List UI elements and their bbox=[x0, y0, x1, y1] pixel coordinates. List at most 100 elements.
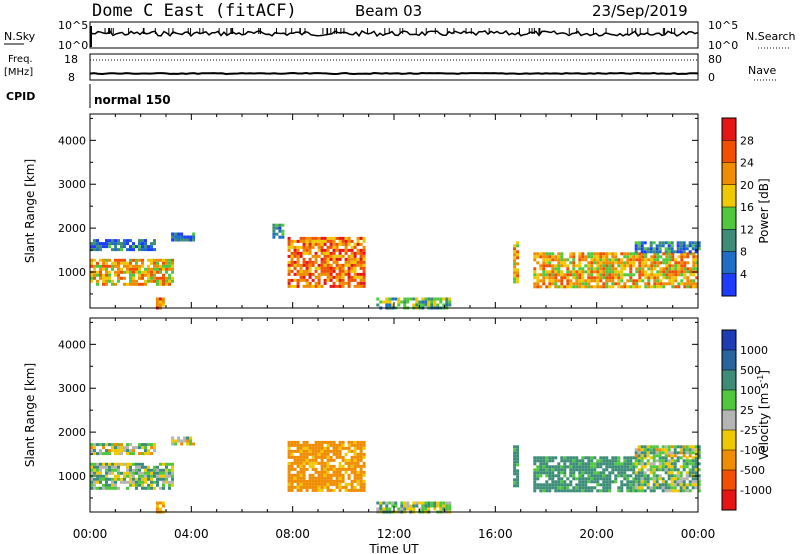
range-cell bbox=[581, 480, 585, 484]
range-cell bbox=[329, 251, 333, 255]
range-cell bbox=[350, 461, 354, 465]
range-cell bbox=[108, 270, 111, 274]
range-cell bbox=[296, 488, 300, 492]
range-cell bbox=[305, 236, 309, 240]
range-cell bbox=[356, 452, 360, 456]
range-cell bbox=[123, 245, 126, 249]
range-cell bbox=[114, 443, 117, 447]
range-cell bbox=[695, 258, 699, 262]
range-cell bbox=[590, 255, 594, 259]
range-cell bbox=[308, 272, 312, 276]
range-cell bbox=[602, 273, 606, 277]
range-cell bbox=[111, 480, 114, 484]
range-cell bbox=[362, 248, 366, 252]
range-cell bbox=[557, 465, 561, 469]
range-cell bbox=[593, 252, 597, 256]
range-cell bbox=[338, 440, 342, 444]
range-cell bbox=[626, 261, 630, 265]
colorbar-tick-label: 100 bbox=[740, 384, 761, 397]
range-cell bbox=[311, 485, 315, 489]
range-cell bbox=[287, 470, 291, 474]
range-cell bbox=[554, 255, 558, 259]
range-cell bbox=[132, 270, 135, 274]
range-cell bbox=[302, 482, 306, 486]
range-cell bbox=[599, 483, 603, 487]
range-cell bbox=[638, 264, 642, 268]
range-cell bbox=[296, 461, 300, 465]
date-title: 23/Sep/2019 bbox=[592, 2, 688, 20]
range-cell bbox=[691, 480, 695, 484]
range-cell bbox=[560, 480, 564, 484]
range-cell bbox=[302, 257, 306, 261]
colorbar-tick-label: 25 bbox=[740, 404, 754, 417]
range-cell bbox=[587, 255, 591, 259]
range-cell bbox=[117, 462, 120, 466]
range-cell bbox=[634, 451, 638, 455]
range-cell bbox=[667, 459, 671, 463]
range-cell bbox=[162, 462, 165, 466]
range-cell bbox=[569, 261, 573, 265]
range-cell bbox=[144, 465, 147, 469]
range-cell bbox=[332, 236, 336, 240]
range-cell bbox=[682, 489, 686, 493]
range-cell bbox=[96, 465, 99, 469]
range-cell bbox=[138, 462, 141, 466]
range-cell bbox=[536, 465, 540, 469]
range-cell bbox=[356, 260, 360, 264]
range-cell bbox=[533, 471, 537, 475]
range-cell bbox=[320, 263, 324, 267]
range-cell bbox=[539, 456, 543, 460]
range-cell bbox=[513, 478, 517, 482]
range-cell bbox=[629, 285, 633, 289]
range-cell bbox=[536, 273, 540, 277]
range-cell bbox=[388, 297, 392, 301]
range-cell bbox=[650, 273, 654, 277]
range-cell bbox=[397, 507, 401, 511]
range-cell bbox=[602, 459, 606, 463]
range-cell bbox=[108, 483, 111, 487]
range-cell bbox=[643, 465, 647, 469]
range-cell bbox=[652, 241, 656, 245]
range-cell bbox=[635, 279, 639, 283]
range-cell bbox=[658, 456, 662, 460]
range-cell bbox=[186, 235, 190, 239]
range-cell bbox=[608, 462, 612, 466]
range-cell bbox=[566, 279, 570, 283]
range-cell bbox=[614, 456, 618, 460]
range-cell bbox=[153, 443, 156, 447]
range-cell bbox=[141, 471, 144, 475]
range-cell bbox=[632, 252, 636, 256]
range-cell bbox=[677, 267, 681, 271]
range-cell bbox=[614, 477, 618, 481]
range-cell bbox=[299, 239, 303, 243]
range-cell bbox=[697, 483, 701, 487]
range-cell bbox=[640, 454, 644, 458]
range-cell bbox=[111, 486, 114, 490]
range-cell bbox=[652, 486, 656, 490]
range-cell bbox=[174, 232, 178, 236]
range-cell bbox=[643, 448, 647, 452]
range-cell bbox=[308, 251, 312, 255]
range-cell bbox=[323, 281, 327, 285]
range-cell bbox=[584, 471, 588, 475]
range-cell bbox=[117, 449, 120, 453]
range-cell bbox=[326, 239, 330, 243]
range-cell bbox=[287, 263, 291, 267]
range-cell bbox=[129, 261, 132, 265]
x-tick-label: 00:00 bbox=[73, 527, 108, 541]
range-cell bbox=[655, 477, 659, 481]
range-cell bbox=[347, 275, 351, 279]
range-cell bbox=[587, 459, 591, 463]
range-cell bbox=[682, 247, 686, 251]
range-cell bbox=[445, 297, 449, 301]
range-cell bbox=[287, 452, 291, 456]
range-cell bbox=[162, 279, 165, 283]
range-cell bbox=[323, 440, 327, 444]
range-cell bbox=[652, 468, 656, 472]
range-cell bbox=[308, 245, 312, 249]
range-cell bbox=[326, 476, 330, 480]
range-cell bbox=[634, 462, 638, 466]
range-cell bbox=[305, 440, 309, 444]
range-cell bbox=[126, 465, 129, 469]
range-cell bbox=[560, 468, 564, 472]
